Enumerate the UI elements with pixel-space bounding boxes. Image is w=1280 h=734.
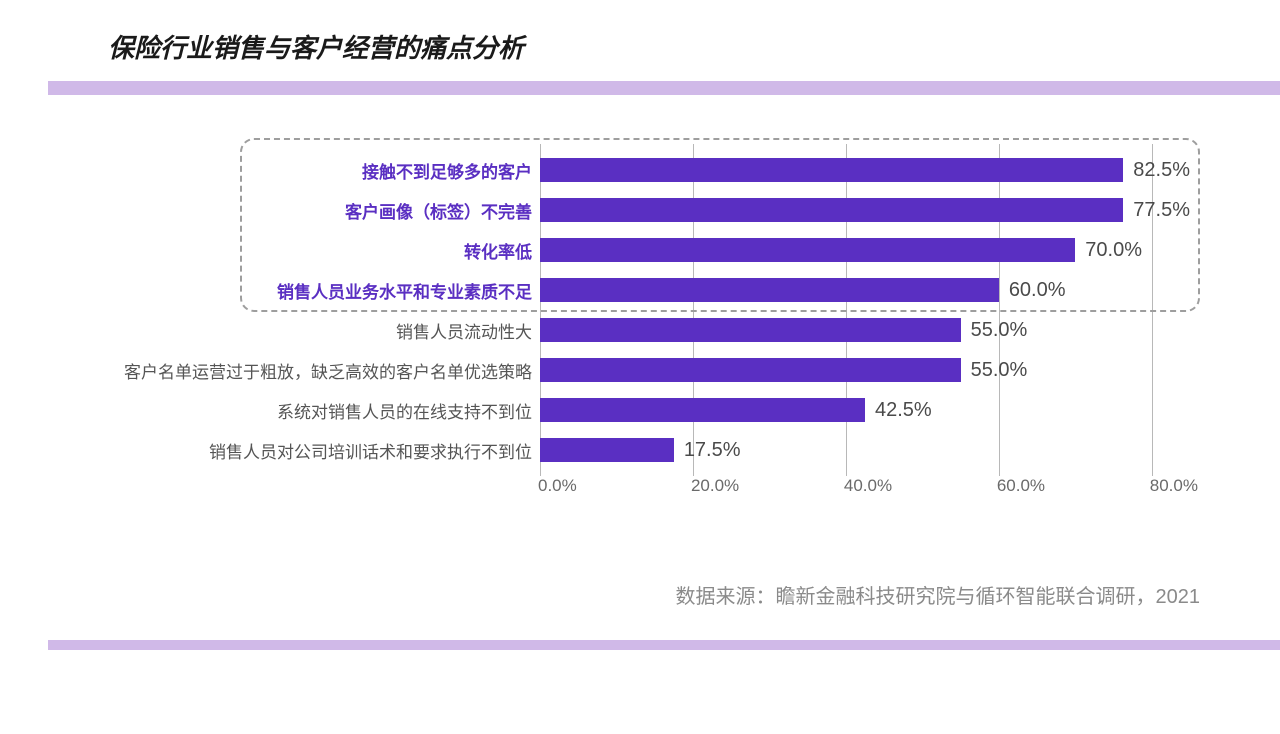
bar-value: 42.5% — [865, 399, 932, 422]
row-label: 接触不到足够多的客户 — [110, 158, 540, 183]
chart-row: 转化率低 70.0% — [110, 230, 1190, 270]
bar-chart: 接触不到足够多的客户 82.5% 客户画像（标签）不完善 77.5% 转化率低 70.0%… — [110, 150, 1190, 520]
bar-area: 55.0% — [540, 350, 1190, 390]
axis-tick: 60.0% — [997, 476, 1045, 496]
bar — [540, 398, 865, 422]
chart-row: 系统对销售人员的在线支持不到位 42.5% — [110, 390, 1190, 430]
bar — [540, 438, 674, 462]
axis-tick: 80.0% — [1150, 476, 1198, 496]
bar-area: 42.5% — [540, 390, 1190, 430]
bar-value: 55.0% — [961, 319, 1028, 342]
bar — [540, 238, 1075, 262]
bar-value: 55.0% — [961, 359, 1028, 382]
chart-row: 客户画像（标签）不完善 77.5% — [110, 190, 1190, 230]
bar-value: 82.5% — [1123, 159, 1190, 182]
chart-row: 销售人员流动性大 55.0% — [110, 310, 1190, 350]
bar-area: 82.5% — [540, 150, 1190, 190]
chart-row: 接触不到足够多的客户 82.5% — [110, 150, 1190, 190]
bar-value: 60.0% — [999, 279, 1066, 302]
bar — [540, 158, 1123, 182]
bar-value: 70.0% — [1075, 239, 1142, 262]
footer-band — [48, 640, 1280, 650]
axis-tick: 40.0% — [844, 476, 892, 496]
row-label: 销售人员对公司培训话术和要求执行不到位 — [110, 438, 540, 463]
chart-row: 销售人员对公司培训话术和要求执行不到位 17.5% — [110, 430, 1190, 470]
bar — [540, 198, 1123, 222]
bar-area: 60.0% — [540, 270, 1190, 310]
page-title: 保险行业销售与客户经营的痛点分析 — [0, 28, 1280, 81]
bar — [540, 318, 961, 342]
data-source: 数据来源：瞻新金融科技研究院与循环智能联合调研，2021 — [676, 580, 1201, 609]
row-label: 客户名单运营过于粗放，缺乏高效的客户名单优选策略 — [110, 358, 540, 383]
bar-value: 77.5% — [1123, 199, 1190, 222]
header: 保险行业销售与客户经营的痛点分析 — [0, 0, 1280, 95]
bar — [540, 278, 999, 302]
row-label: 客户画像（标签）不完善 — [110, 198, 540, 223]
row-label: 销售人员流动性大 — [110, 318, 540, 343]
bar-area: 17.5% — [540, 430, 1190, 470]
row-label: 转化率低 — [110, 238, 540, 263]
chart-row: 客户名单运营过于粗放，缺乏高效的客户名单优选策略 55.0% — [110, 350, 1190, 390]
axis-tick: 20.0% — [691, 476, 739, 496]
bar — [540, 358, 961, 382]
bar-area: 70.0% — [540, 230, 1190, 270]
bar-value: 17.5% — [674, 439, 741, 462]
axis-tick: 0.0% — [538, 476, 577, 496]
chart-row: 销售人员业务水平和专业素质不足 60.0% — [110, 270, 1190, 310]
bar-area: 77.5% — [540, 190, 1190, 230]
row-label: 销售人员业务水平和专业素质不足 — [110, 278, 540, 303]
bar-area: 55.0% — [540, 310, 1190, 350]
title-underline — [48, 81, 1280, 95]
chart-rows: 接触不到足够多的客户 82.5% 客户画像（标签）不完善 77.5% 转化率低 70.0%… — [110, 150, 1190, 470]
row-label: 系统对销售人员的在线支持不到位 — [110, 398, 540, 423]
x-axis: 0.0%20.0%40.0%60.0%80.0% — [540, 476, 1190, 506]
